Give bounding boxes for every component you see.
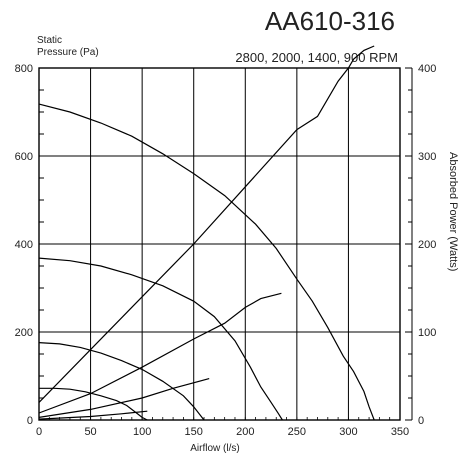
y-tick-label-left: 600 xyxy=(15,151,33,163)
y-tick-label-right: 300 xyxy=(418,151,436,163)
chart-title: AA610-316 xyxy=(265,6,395,36)
x-tick-label: 300 xyxy=(339,426,357,438)
pressure-curve-2800-rpm xyxy=(38,103,375,421)
pressure-curve-900-rpm xyxy=(39,387,148,421)
x-axis-label: Airflow (l/s) xyxy=(190,443,239,453)
pressure-curve-2000-rpm xyxy=(38,257,283,421)
x-tick-label: 150 xyxy=(185,426,203,438)
y-axis-label-left-line1: Static xyxy=(37,35,62,46)
x-tick-label: 250 xyxy=(288,426,306,438)
power-curve-900-rpm xyxy=(38,410,148,420)
power-curve-2800-rpm xyxy=(38,45,375,403)
power-curve-2000-rpm xyxy=(38,292,282,414)
y-axis-label-right: Absorbed Power (Watts) xyxy=(447,152,459,271)
y-tick-label-left: 0 xyxy=(27,415,33,427)
x-tick-label: 0 xyxy=(36,426,42,438)
y-tick-label-left: 400 xyxy=(15,239,33,251)
y-tick-label-left: 200 xyxy=(15,327,33,339)
grid xyxy=(38,67,401,421)
y-axis-label-left-line2: Pressure (Pa) xyxy=(37,47,99,58)
curves xyxy=(38,45,375,421)
x-tick-label: 100 xyxy=(133,426,151,438)
x-tick-label: 350 xyxy=(391,426,409,438)
y-tick-label-right: 200 xyxy=(418,239,436,251)
y-tick-label-left: 800 xyxy=(15,63,33,75)
ticks: 0 50 100 150 200 250 300 350 0 200 400 600 800 0 100 20… xyxy=(15,63,437,438)
x-tick-label: 50 xyxy=(84,426,96,438)
pressure-curve-1400-rpm xyxy=(38,342,205,421)
y-tick-label-right: 400 xyxy=(418,63,436,75)
power-curve-1400-rpm xyxy=(38,378,210,418)
y-tick-label-right: 0 xyxy=(418,415,424,427)
y-tick-label-right: 100 xyxy=(418,327,436,339)
x-tick-label: 200 xyxy=(236,426,254,438)
chart-subtitle: 2800, 2000, 1400, 900 RPM xyxy=(235,50,398,65)
